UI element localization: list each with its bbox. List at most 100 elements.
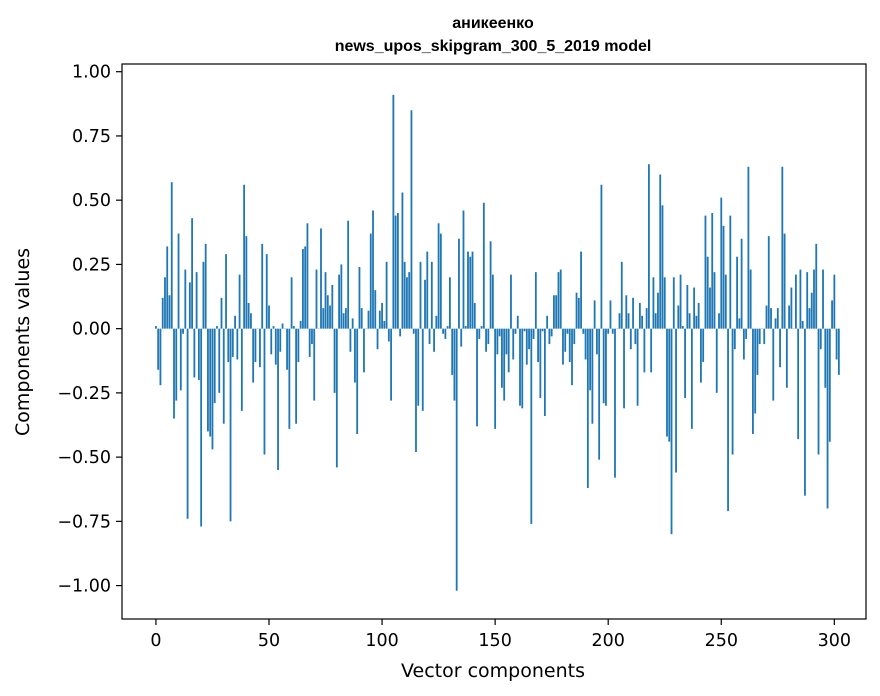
bar [566, 328, 569, 334]
bar [688, 313, 691, 329]
bar [480, 326, 483, 329]
bar [155, 326, 157, 329]
bar [507, 328, 510, 373]
bar [263, 328, 266, 455]
x-tick-label: 50 [258, 631, 280, 651]
bar [564, 328, 567, 352]
bar [652, 277, 655, 329]
bar [313, 328, 316, 401]
x-tick-label: 150 [478, 631, 511, 651]
bar [636, 328, 639, 406]
bar [523, 328, 526, 332]
bar [532, 328, 535, 339]
bar [326, 295, 329, 329]
bar [584, 328, 587, 360]
bar [611, 328, 614, 334]
bar [519, 328, 521, 406]
bar [822, 269, 824, 329]
bar [426, 251, 429, 329]
bar [837, 328, 840, 375]
bar [421, 328, 424, 411]
bar [464, 326, 467, 329]
bar [702, 328, 705, 363]
bar [781, 166, 784, 329]
bar [528, 328, 530, 350]
bar [835, 328, 838, 360]
bar [772, 328, 775, 401]
y-tick-label: −0.75 [57, 512, 111, 532]
bar [302, 249, 304, 329]
x-tick-label: 0 [150, 631, 161, 651]
bar [265, 254, 268, 329]
bar [403, 261, 406, 329]
bar [559, 269, 562, 329]
bar [541, 328, 544, 332]
bar [216, 326, 218, 329]
bar [329, 305, 331, 329]
bar [261, 243, 264, 329]
bar [363, 328, 365, 373]
bar [243, 184, 246, 329]
bar [724, 274, 727, 329]
bar [184, 269, 187, 329]
bar [168, 295, 171, 329]
bar [186, 328, 189, 519]
bar [344, 308, 347, 329]
bar [648, 164, 650, 329]
bar [489, 241, 492, 329]
y-tick-label: 1.00 [72, 63, 111, 83]
bar [555, 295, 558, 329]
bar [659, 174, 662, 329]
bar [236, 328, 239, 360]
bar [530, 328, 533, 524]
y-tick-label: 0.25 [72, 255, 111, 275]
bar [315, 269, 318, 329]
bar [670, 328, 673, 535]
bar [819, 328, 822, 350]
bar [679, 274, 682, 329]
bar [202, 261, 205, 329]
bar [433, 328, 435, 352]
bar [525, 328, 528, 365]
bar [571, 328, 573, 386]
bar [324, 272, 327, 329]
bar [231, 328, 234, 357]
bar [394, 215, 397, 329]
bar [627, 313, 630, 329]
bar [690, 328, 693, 429]
bar [387, 328, 390, 342]
bar [415, 328, 417, 452]
bar [338, 274, 340, 329]
y-tick-label: −1.00 [57, 577, 111, 597]
bar [510, 274, 512, 329]
bar [666, 328, 668, 437]
bar [451, 328, 454, 375]
bar [295, 328, 298, 424]
bar [813, 269, 815, 329]
bar [550, 328, 553, 337]
bar [417, 328, 420, 406]
bar [476, 328, 478, 427]
bar [252, 328, 255, 383]
bar [720, 197, 723, 329]
bar [833, 274, 836, 329]
bar [157, 328, 160, 370]
bar [754, 328, 757, 414]
bar [605, 328, 607, 406]
x-tick-label: 100 [365, 631, 398, 651]
bar [790, 287, 793, 329]
bar [799, 269, 802, 329]
bar [306, 223, 309, 329]
bar [745, 328, 748, 339]
bar [718, 313, 720, 329]
y-tick-label: 0.00 [72, 320, 111, 340]
bar [444, 328, 447, 339]
bar [620, 261, 623, 329]
bar [722, 225, 725, 329]
bar [715, 328, 718, 393]
bar [442, 328, 445, 334]
bar [182, 328, 184, 334]
bar [277, 328, 279, 470]
bar [711, 213, 714, 329]
bar [650, 328, 653, 373]
